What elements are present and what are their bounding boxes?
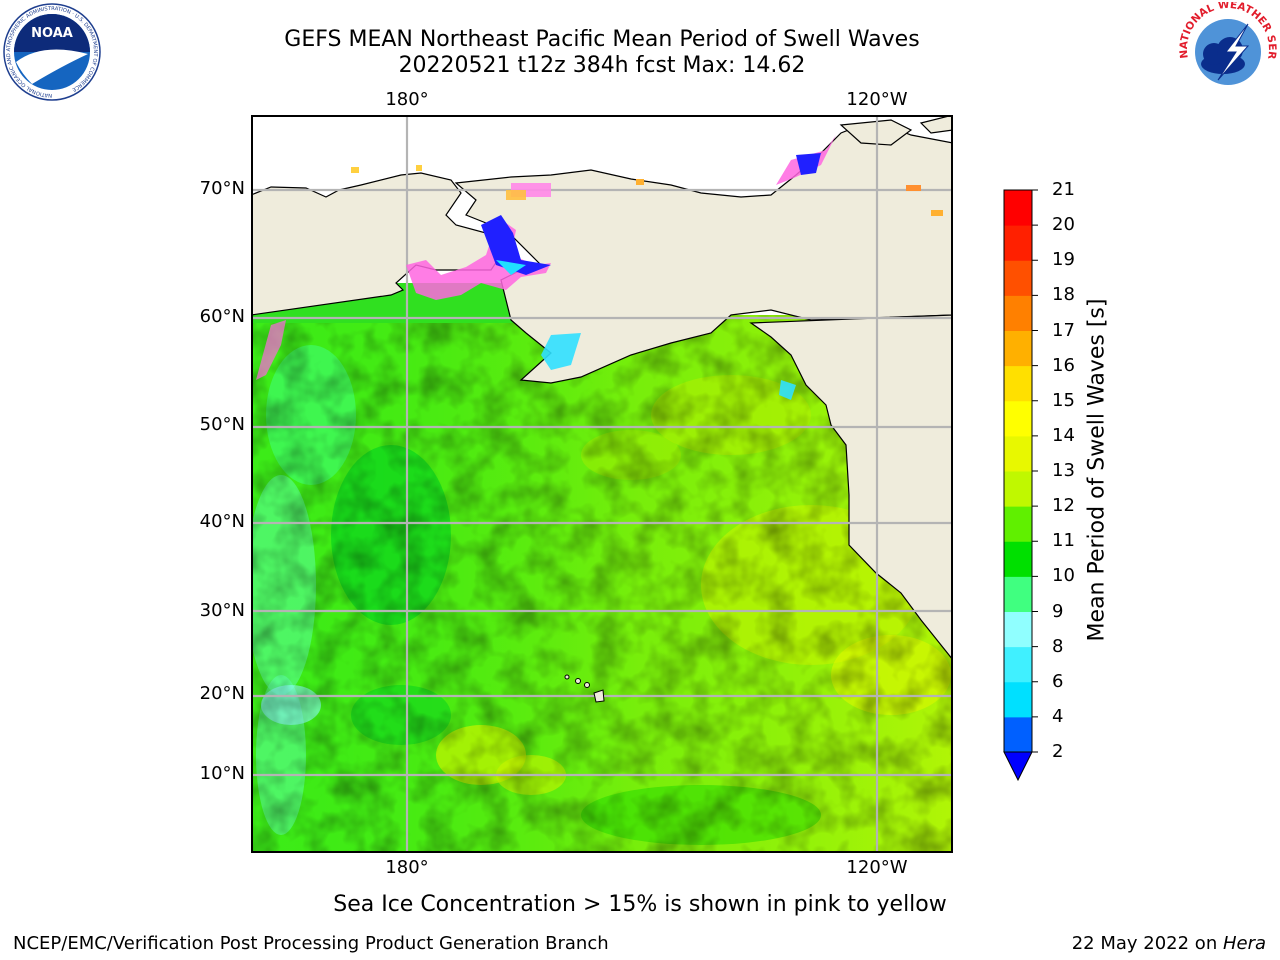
lat-label-30n: 30°N (199, 600, 245, 621)
colorbar-swatch (1004, 435, 1032, 472)
colorbar-swatch (1004, 295, 1032, 331)
siberia-landmass (251, 172, 502, 316)
colorbar-tick-label: 21 (1052, 179, 1075, 200)
colorbar-swatch (1004, 681, 1032, 718)
colorbar-tick-label: 16 (1052, 354, 1075, 376)
colorbar-swatch (1004, 541, 1032, 577)
map-panel (251, 115, 953, 853)
colorbar-swatch (1004, 576, 1032, 612)
noaa-logo: NOAA NATIONAL OCEANIC AND ATMOSPHERIC AD… (2, 2, 102, 106)
lat-label-10n: 10°N (199, 763, 245, 784)
nws-logo: NATIONAL WEATHER SERVICE (1174, 0, 1278, 106)
colorbar-tick-label: 20 (1052, 214, 1075, 236)
colorbar-swatch (1004, 471, 1032, 507)
colorbar-tick-label: 15 (1052, 389, 1075, 411)
colorbar-swatch (1004, 330, 1032, 367)
colorbar-tick-label: 19 (1052, 249, 1075, 271)
colorbar-tick-label: 18 (1052, 284, 1075, 306)
colorbar-tick-label: 8 (1052, 635, 1064, 657)
colorbar-tick-label: 14 (1052, 424, 1075, 446)
chart-title: GEFS MEAN Northeast Pacific Mean Period … (284, 27, 920, 52)
lat-label-20n: 20°N (199, 683, 245, 704)
colorbar (1003, 189, 1038, 782)
colorbar-swatch (1004, 225, 1032, 261)
lon-label-bottom-120w: 120°W (846, 857, 908, 878)
colorbar-swatch (1004, 190, 1032, 226)
footer-credit: NCEP/EMC/Verification Post Processing Pr… (13, 933, 609, 954)
colorbar-tick-label: 13 (1052, 460, 1075, 481)
colorbar-swatch (1004, 506, 1032, 542)
hawaiian-islands (564, 674, 605, 703)
lat-label-40n: 40°N (199, 511, 245, 532)
lon-label-top-120w: 120°W (846, 89, 908, 110)
colorbar-swatch (1004, 365, 1032, 402)
colorbar-tick-label: 4 (1052, 705, 1064, 727)
colorbar-tick-label: 10 (1052, 565, 1075, 587)
footer-host: Hera (1222, 933, 1266, 954)
lon-label-top-180: 180° (385, 89, 429, 110)
colorbar-swatch (1004, 400, 1032, 437)
colorbar-tick-label: 6 (1052, 670, 1064, 692)
arctic-island (919, 115, 953, 134)
lon-label-bottom-180: 180° (385, 857, 429, 878)
footer-date-text: 22 May 2022 on (1071, 933, 1223, 954)
north-america-coast (749, 314, 953, 661)
colorbar-tick-label: 17 (1052, 319, 1075, 341)
colorbar-swatch (1004, 646, 1032, 683)
lat-label-70n: 70°N (199, 178, 245, 199)
colorbar-swatch (1004, 260, 1032, 296)
lat-label-60n: 60°N (199, 306, 245, 327)
graticule (251, 115, 953, 853)
footer-date: 22 May 2022 on Hera (1072, 933, 1266, 954)
colorbar-swatch (1004, 611, 1032, 648)
sea-ice-note: Sea Ice Concentration > 15% is shown in … (333, 892, 947, 917)
colorbar-tick-label: 9 (1052, 600, 1064, 622)
svg-text:NOAA: NOAA (31, 26, 73, 41)
colorbar-title: Mean Period of Swell Waves [s] (1084, 298, 1110, 642)
colorbar-tick-label: 11 (1052, 530, 1075, 552)
colorbar-tick-label: 12 (1052, 495, 1075, 517)
colorbar-tick-label: 2 (1052, 741, 1064, 762)
sea-ice-overlay (256, 135, 943, 400)
colorbar-swatch (1004, 716, 1032, 753)
colorbar-under-arrow (1003, 751, 1033, 782)
chart-subtitle: 20220521 t12z 384h fcst Max: 14.62 (398, 53, 806, 78)
lat-label-50n: 50°N (199, 414, 245, 435)
